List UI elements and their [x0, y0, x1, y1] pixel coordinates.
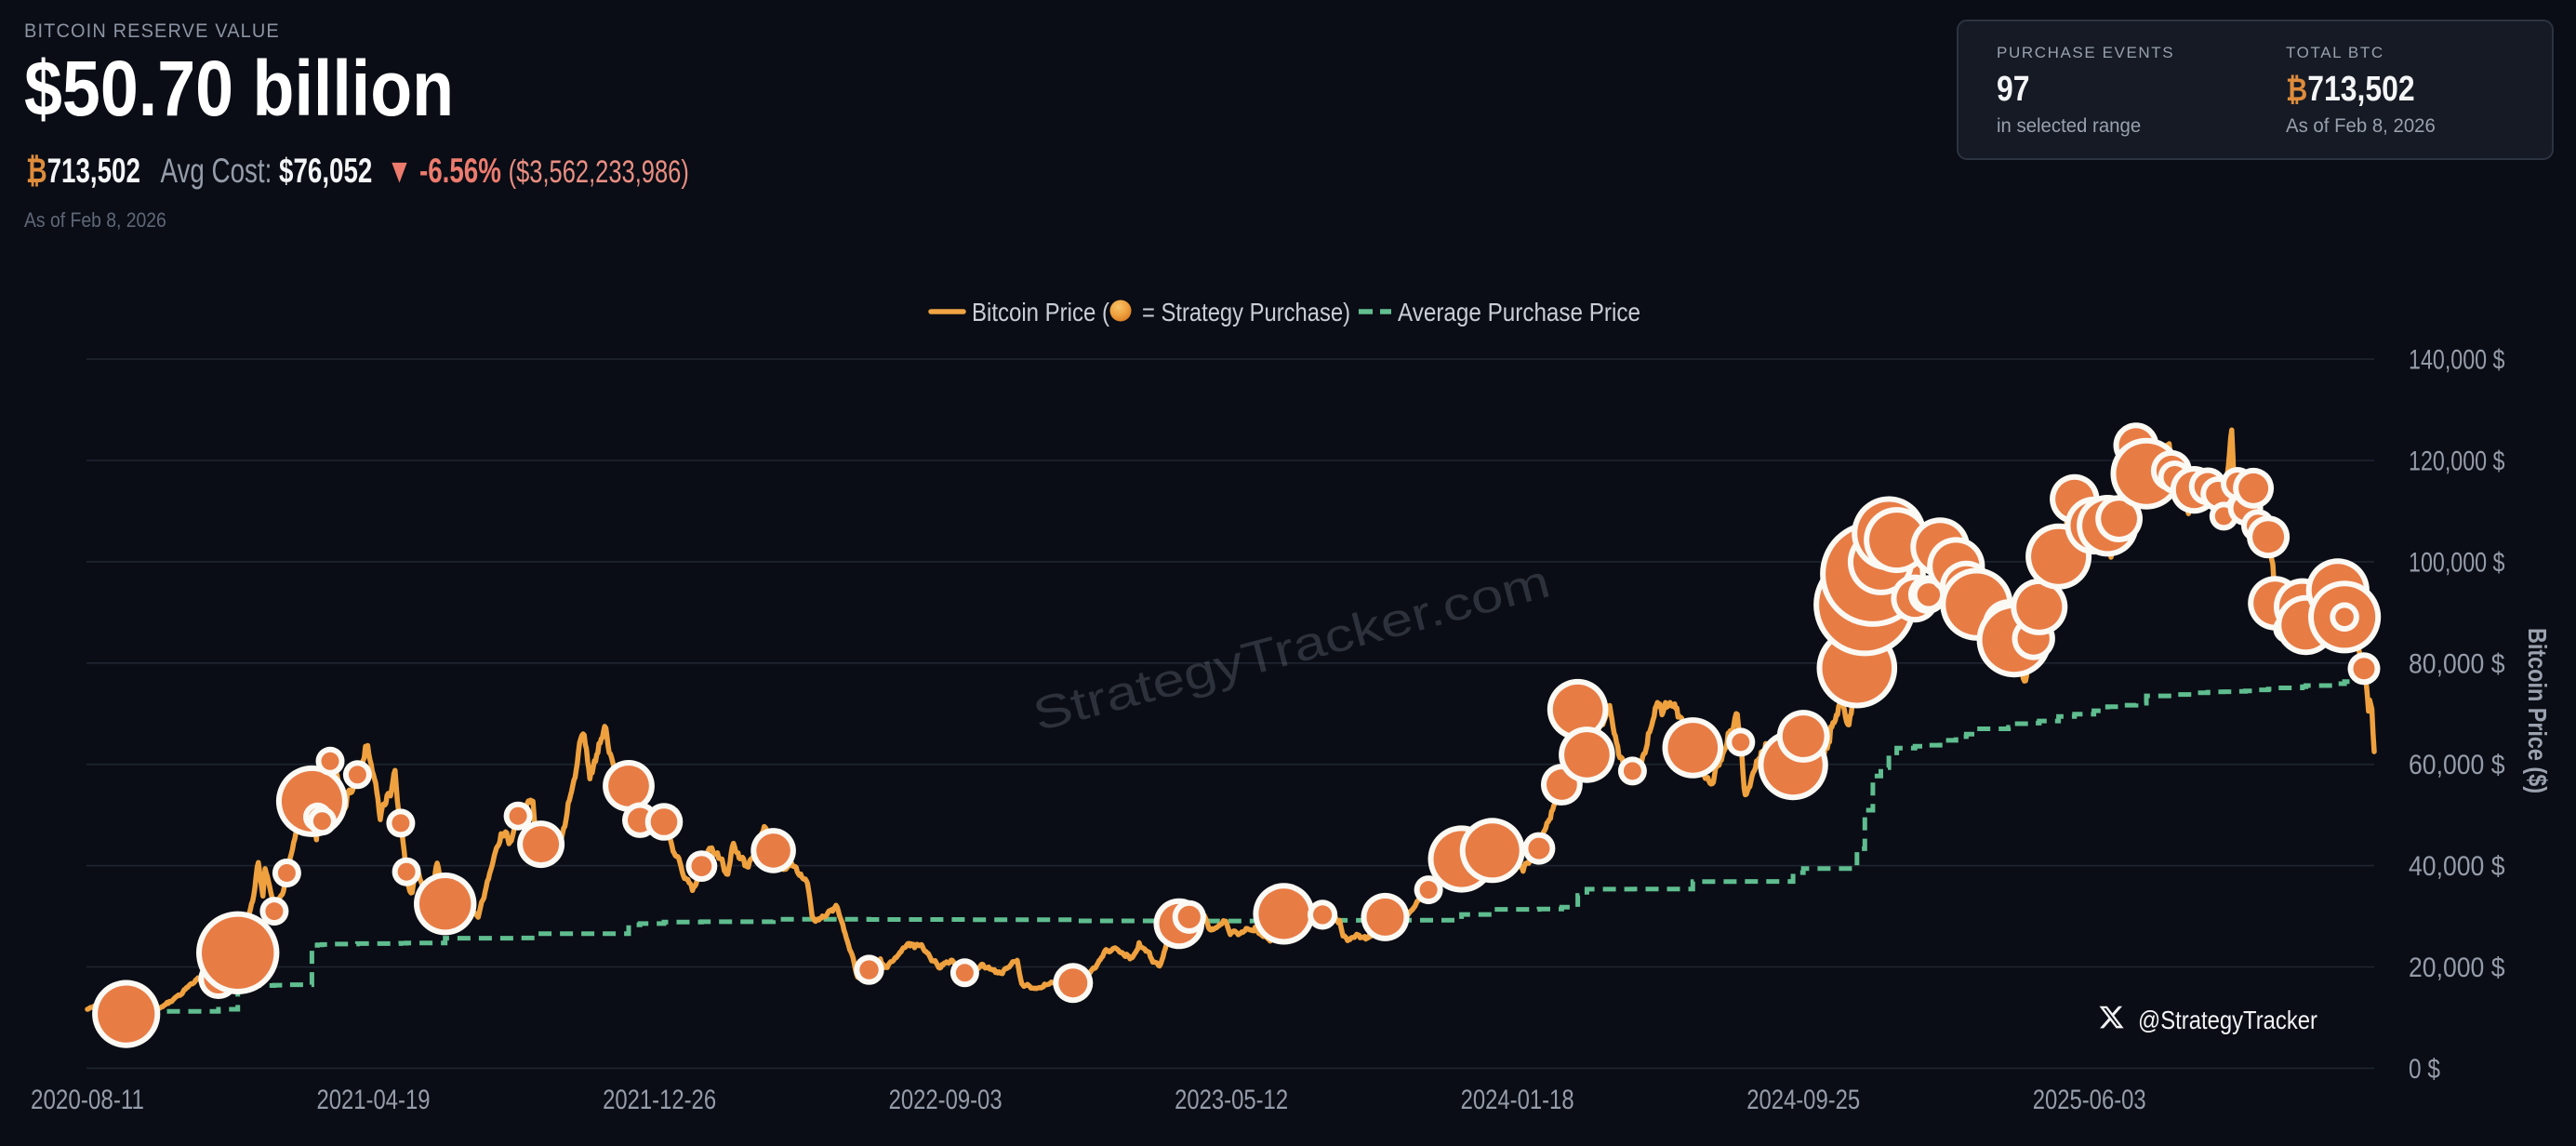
svg-text:40,000 $: 40,000 $ — [2409, 851, 2505, 882]
svg-text:120,000 $: 120,000 $ — [2409, 446, 2505, 477]
svg-text:2021-12-26: 2021-12-26 — [603, 1085, 716, 1115]
svg-text:2024-01-18: 2024-01-18 — [1461, 1085, 1574, 1115]
svg-text:Bitcoin Price ($): Bitcoin Price ($) — [2523, 628, 2552, 793]
svg-text:2022-09-03: 2022-09-03 — [889, 1085, 1003, 1115]
svg-text:100,000 $: 100,000 $ — [2409, 547, 2505, 578]
svg-text:20,000 $: 20,000 $ — [2409, 953, 2505, 983]
svg-text:2021-04-19: 2021-04-19 — [317, 1085, 431, 1115]
svg-text:@StrategyTracker: @StrategyTracker — [2138, 1006, 2317, 1034]
svg-text:60,000 $: 60,000 $ — [2409, 750, 2505, 780]
svg-text:Average Purchase Price: Average Purchase Price — [1398, 298, 1640, 326]
svg-text:Bitcoin Price (: Bitcoin Price ( — [972, 298, 1110, 326]
svg-text:2023-05-12: 2023-05-12 — [1175, 1085, 1288, 1115]
svg-text:2025-06-03: 2025-06-03 — [2033, 1085, 2146, 1115]
svg-text:80,000 $: 80,000 $ — [2409, 648, 2505, 679]
svg-text:2024-09-25: 2024-09-25 — [1746, 1085, 1860, 1115]
svg-text:StrategyTracker.com: StrategyTracker.com — [1028, 554, 1555, 740]
svg-text:2020-08-11: 2020-08-11 — [31, 1085, 144, 1115]
svg-text:= Strategy Purchase): = Strategy Purchase) — [1142, 298, 1350, 326]
svg-text:0 $: 0 $ — [2409, 1054, 2440, 1085]
svg-text:140,000 $: 140,000 $ — [2409, 345, 2505, 376]
